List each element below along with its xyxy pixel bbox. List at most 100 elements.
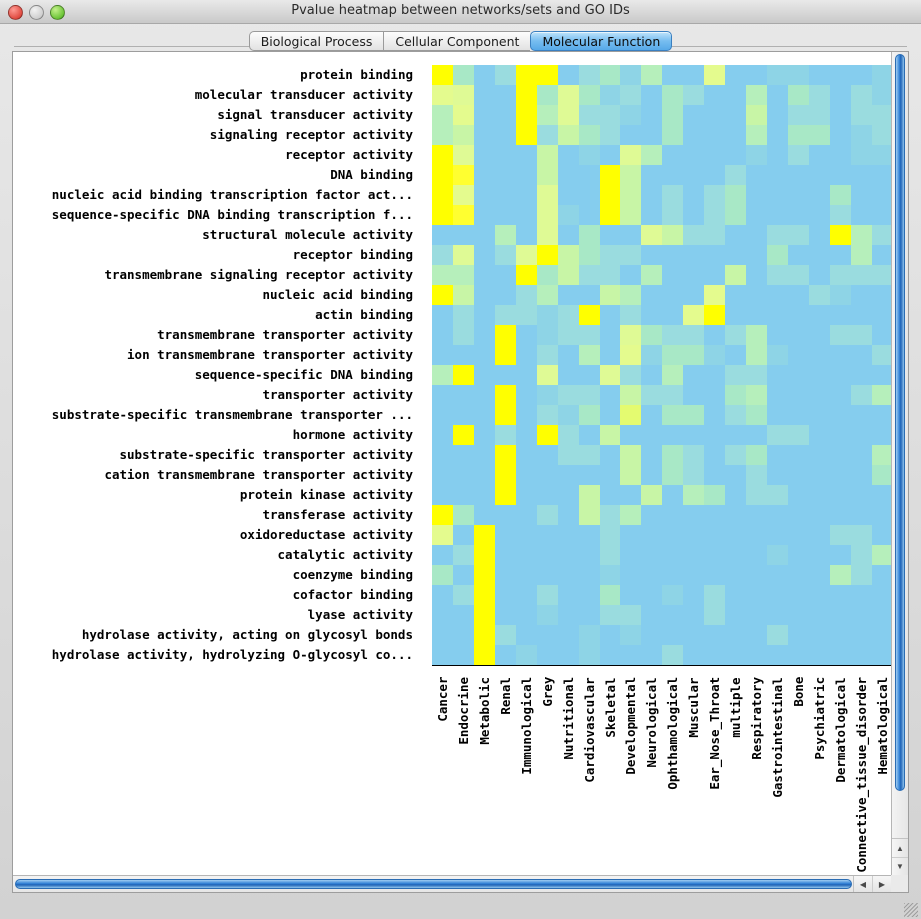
heatmap-cell[interactable] (494, 645, 516, 665)
heatmap-cell[interactable] (725, 465, 747, 485)
heatmap-cell[interactable] (515, 85, 537, 105)
heatmap-cell[interactable] (641, 145, 663, 165)
heatmap-cell[interactable] (452, 645, 474, 665)
heatmap-cell[interactable] (432, 405, 453, 425)
heatmap-cell[interactable] (767, 545, 788, 565)
heatmap-cell[interactable] (432, 445, 453, 465)
heatmap-cell[interactable] (473, 225, 495, 245)
heatmap-cell[interactable] (578, 585, 600, 605)
heatmap-cell[interactable] (787, 65, 809, 85)
heatmap-cell[interactable] (599, 305, 621, 325)
heatmap-cell[interactable] (808, 505, 830, 525)
heatmap-cell[interactable] (850, 305, 872, 325)
heatmap-cell[interactable] (641, 125, 663, 145)
heatmap-cell[interactable] (787, 385, 809, 405)
heatmap-cell[interactable] (557, 145, 579, 165)
heatmap-cell[interactable] (704, 445, 726, 465)
heatmap-cell[interactable] (473, 85, 495, 105)
heatmap-cell[interactable] (515, 385, 537, 405)
heatmap-cell[interactable] (515, 525, 537, 545)
heatmap-cell[interactable] (452, 465, 474, 485)
heatmap-cell[interactable] (515, 345, 537, 365)
heatmap-cell[interactable] (599, 105, 621, 125)
heatmap-cell[interactable] (808, 325, 830, 345)
heatmap-cell[interactable] (473, 545, 495, 565)
heatmap-cell[interactable] (641, 485, 663, 505)
heatmap-cell[interactable] (746, 145, 767, 165)
heatmap-cell[interactable] (746, 425, 767, 445)
heatmap-cell[interactable] (829, 125, 851, 145)
heatmap-cell[interactable] (704, 545, 726, 565)
heatmap-cell[interactable] (662, 165, 684, 185)
heatmap-cell[interactable] (578, 125, 600, 145)
heatmap-cell[interactable] (599, 545, 621, 565)
heatmap-cell[interactable] (452, 265, 474, 285)
heatmap-cell[interactable] (641, 325, 663, 345)
heatmap-cell[interactable] (515, 245, 537, 265)
heatmap-cell[interactable] (578, 405, 600, 425)
heatmap-cell[interactable] (515, 565, 537, 585)
heatmap-cell[interactable] (432, 425, 453, 445)
heatmap-cell[interactable] (829, 425, 851, 445)
heatmap-cell[interactable] (452, 545, 474, 565)
scroll-up-arrow-icon[interactable]: ▲ (892, 840, 908, 858)
heatmap-cell[interactable] (452, 165, 474, 185)
heatmap-cell[interactable] (829, 445, 851, 465)
heatmap-cell[interactable] (641, 265, 663, 285)
heatmap-cell[interactable] (494, 205, 516, 225)
heatmap-cell[interactable] (662, 525, 684, 545)
heatmap-cell[interactable] (641, 205, 663, 225)
heatmap-cell[interactable] (871, 625, 891, 645)
heatmap-cell[interactable] (620, 545, 642, 565)
heatmap-cell[interactable] (578, 265, 600, 285)
heatmap-cell[interactable] (620, 125, 642, 145)
heatmap-cell[interactable] (725, 445, 747, 465)
heatmap-cell[interactable] (452, 65, 474, 85)
heatmap-cell[interactable] (599, 585, 621, 605)
heatmap-cell[interactable] (746, 405, 767, 425)
heatmap-cell[interactable] (494, 425, 516, 445)
heatmap-cell[interactable] (871, 185, 891, 205)
heatmap-cell[interactable] (578, 345, 600, 365)
heatmap-cell[interactable] (704, 305, 726, 325)
heatmap-cell[interactable] (746, 105, 767, 125)
heatmap-cell[interactable] (746, 225, 767, 245)
heatmap-cell[interactable] (620, 145, 642, 165)
heatmap-cell[interactable] (662, 65, 684, 85)
heatmap-cell[interactable] (871, 465, 891, 485)
heatmap-cell[interactable] (452, 245, 474, 265)
heatmap-cell[interactable] (850, 545, 872, 565)
heatmap-cell[interactable] (641, 425, 663, 445)
heatmap-cell[interactable] (850, 125, 872, 145)
heatmap-cell[interactable] (725, 405, 747, 425)
heatmap-cell[interactable] (808, 285, 830, 305)
heatmap-cell[interactable] (473, 365, 495, 385)
heatmap-cell[interactable] (432, 145, 453, 165)
heatmap-cell[interactable] (599, 405, 621, 425)
heatmap-cell[interactable] (829, 285, 851, 305)
heatmap-cell[interactable] (452, 605, 474, 625)
heatmap-cell[interactable] (641, 385, 663, 405)
heatmap-cell[interactable] (850, 625, 872, 645)
heatmap-cell[interactable] (767, 505, 788, 525)
heatmap-cell[interactable] (808, 185, 830, 205)
heatmap-cell[interactable] (871, 205, 891, 225)
heatmap-cell[interactable] (683, 265, 705, 285)
heatmap-cell[interactable] (808, 645, 830, 665)
heatmap-cell[interactable] (432, 605, 453, 625)
heatmap-cell[interactable] (662, 545, 684, 565)
heatmap-cell[interactable] (767, 65, 788, 85)
heatmap-cell[interactable] (767, 105, 788, 125)
heatmap-cell[interactable] (808, 485, 830, 505)
heatmap-cell[interactable] (473, 425, 495, 445)
heatmap-cell[interactable] (494, 225, 516, 245)
heatmap-cell[interactable] (787, 585, 809, 605)
heatmap-cell[interactable] (871, 145, 891, 165)
heatmap-cell[interactable] (683, 65, 705, 85)
heatmap-cell[interactable] (662, 125, 684, 145)
heatmap-cell[interactable] (578, 285, 600, 305)
heatmap-cell[interactable] (725, 265, 747, 285)
heatmap-cell[interactable] (536, 445, 558, 465)
heatmap-cell[interactable] (557, 465, 579, 485)
heatmap-cell[interactable] (557, 545, 579, 565)
